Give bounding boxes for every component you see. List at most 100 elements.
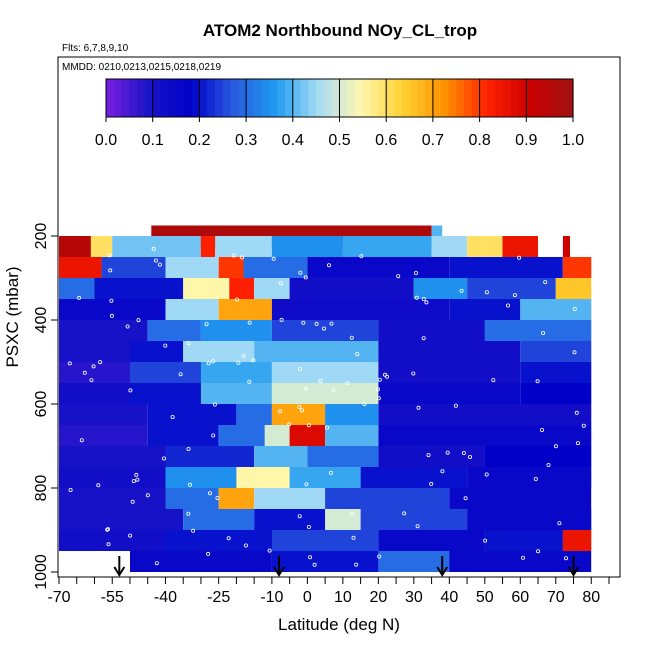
colorbar-swatch [370,79,379,117]
sample-point [297,404,302,409]
sample-point [226,536,231,541]
x-tick-label: 60 [511,589,529,606]
colorbar-tick-label: 1.0 [562,132,584,149]
sample-point [170,414,175,419]
sample-point [89,378,94,383]
heatmap-cell [342,236,432,257]
sample-point [402,511,407,516]
sample-point [151,246,156,251]
heatmap-cell [218,425,265,446]
heatmap-cell [467,467,592,488]
heatmap-cell [325,425,379,446]
sample-point [303,386,308,391]
sample-point [111,562,116,567]
x-axis-label: Latitude (deg N) [278,615,400,634]
x-tick-label: 20 [369,589,387,606]
heatmap-cell [520,383,592,404]
heatmap-cell [289,278,414,299]
sample-point [349,335,354,340]
x-tick-label: -55 [101,589,124,606]
sample-point [362,402,367,407]
dates-label: MMDD: 0210,0213,0215,0218,0219 [62,62,221,73]
colorbar-swatch [355,79,364,117]
sample-point [572,306,577,311]
sample-point [186,446,191,451]
sample-point [375,387,380,392]
sample-point [459,288,464,293]
sample-point [271,256,276,261]
colorbar-swatch [152,79,162,117]
heatmap-cell [165,446,255,467]
sample-point [535,379,540,384]
sample-point [105,527,110,532]
sample-point [79,438,84,443]
heatmap-cell [59,509,184,530]
heatmap-cell [271,320,379,341]
x-axis: -70 -55 -40 -25 -10 0 10 20 30 40 50 60 70 80 [47,577,610,606]
heatmap-cell [467,278,556,299]
colorbar-swatch [495,79,504,117]
heatmap-cell [520,299,592,320]
sample-point [278,409,283,414]
heatmap-cell [484,530,563,551]
colorbar-tick-label: 0.7 [422,132,444,149]
sample-point [574,410,579,415]
sample-point [212,402,217,407]
sample-point [136,318,141,323]
colorbar-swatch [160,79,169,117]
heatmap-cell [59,383,130,404]
colorbar [105,78,574,118]
sample-point [445,450,450,455]
flight-marker-arrow-icon [436,566,449,577]
heatmap-cell [59,404,148,425]
sample-point [247,320,252,325]
colorbar-swatch [526,79,535,117]
sample-point [304,482,309,487]
colorbar-swatch [409,79,418,117]
colorbar-ticks: 0.0 0.1 0.2 0.3 0.4 0.5 0.6 0.7 0.8 0.9 1.0 [95,79,584,149]
colorbar-swatch [238,79,247,117]
sample-point [236,360,241,365]
sample-point [581,423,586,428]
heatmap-cell [378,551,450,572]
x-tick-label: -40 [154,589,177,606]
heatmap-cell [130,383,201,404]
heatmap-cell [520,362,592,383]
colorbar-swatch [137,79,146,117]
colorbar-swatch [113,79,123,117]
sample-point [517,255,522,260]
sample-point [161,456,166,461]
heatmap-cell [467,509,592,530]
sample-point [109,298,114,303]
colorbar-swatch [106,79,115,117]
colorbar-swatch [323,79,333,117]
sample-point [308,555,313,560]
colorbar-swatch [176,79,185,117]
heatmap-cell [562,236,570,257]
sample-point [484,290,489,295]
sample-point [414,295,419,300]
colorbar-swatch [510,79,520,117]
sample-point [354,562,359,567]
y-tick-label: 800 [33,475,50,502]
chart-title: ATOM2 Northbound NOy_CL_trop [203,21,477,40]
colorbar-swatch [207,79,216,117]
sample-point [328,470,333,475]
colorbar-swatch [308,79,317,117]
heatmap-cell [59,530,166,551]
sample-point [178,372,183,377]
colorbar-swatch [168,79,177,117]
sample-point [108,268,113,273]
colorbar-tick-label: 0.3 [235,132,257,149]
colorbar-swatch [129,79,138,117]
heatmap-cell [59,320,148,341]
heatmap-cell [254,341,379,362]
sample-point [297,514,302,519]
heatmap-cell [378,341,521,362]
heatmap-cell [449,551,592,572]
sample-point [130,499,135,504]
colorbar-swatch [292,79,302,117]
x-tick-label: 10 [334,589,352,606]
heatmap-cell [264,425,290,446]
